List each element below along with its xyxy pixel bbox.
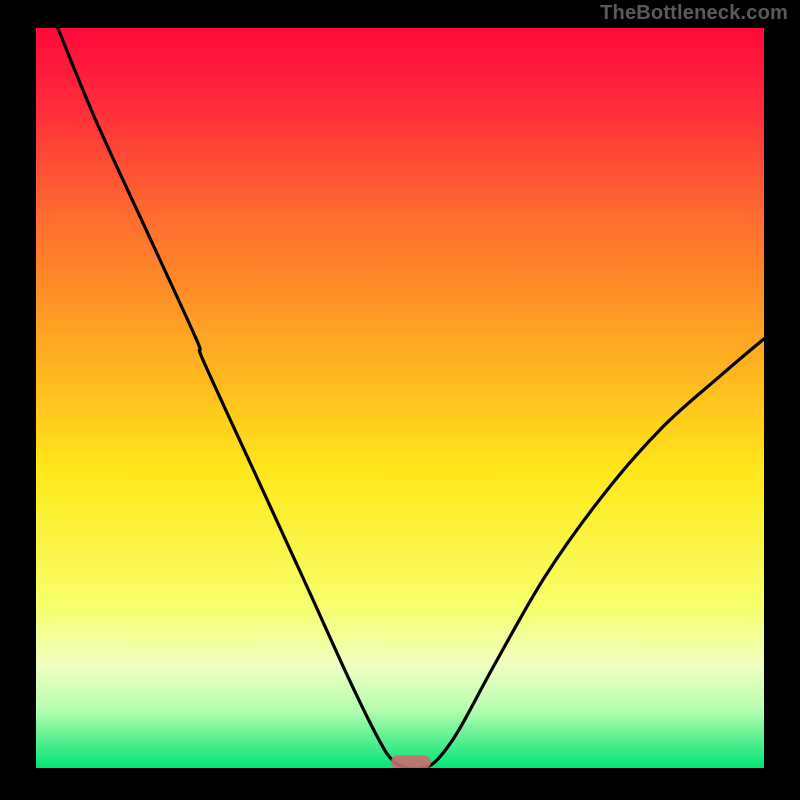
bottleneck-curve-plot: [36, 28, 764, 768]
attribution-text: TheBottleneck.com: [600, 2, 788, 25]
optimal-marker: [391, 755, 431, 768]
chart-frame: TheBottleneck.com: [0, 0, 800, 800]
plot-background: [36, 28, 764, 768]
